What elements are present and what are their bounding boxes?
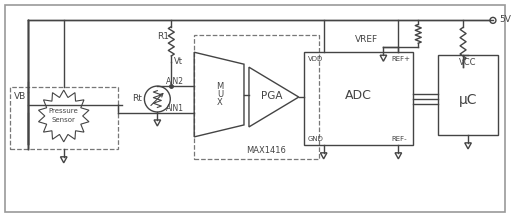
Text: ADC: ADC — [345, 89, 372, 102]
Text: VB: VB — [14, 92, 26, 101]
Text: μC: μC — [459, 93, 477, 107]
Text: Vt: Vt — [174, 57, 183, 66]
Text: M: M — [217, 82, 224, 91]
Text: Pressure: Pressure — [49, 108, 79, 114]
Text: PGA: PGA — [261, 91, 283, 101]
Text: Sensor: Sensor — [52, 117, 76, 123]
Text: U: U — [217, 90, 223, 99]
Text: VDD: VDD — [308, 56, 323, 62]
Text: GND: GND — [308, 136, 324, 142]
Text: REF-: REF- — [391, 136, 407, 142]
Bar — [10, 87, 118, 149]
Text: Rt: Rt — [133, 94, 142, 103]
Text: X: X — [217, 98, 223, 107]
Text: 5V: 5V — [499, 15, 511, 24]
Text: VCC: VCC — [459, 58, 477, 67]
Bar — [304, 52, 413, 145]
Bar — [438, 55, 498, 135]
Text: AIN1: AIN1 — [166, 104, 184, 113]
Text: MAX1416: MAX1416 — [246, 146, 286, 155]
Text: REF+: REF+ — [391, 56, 411, 62]
Bar — [194, 35, 318, 159]
Text: AIN2: AIN2 — [166, 77, 184, 86]
Text: R1: R1 — [157, 32, 169, 41]
Text: VREF: VREF — [355, 35, 378, 44]
